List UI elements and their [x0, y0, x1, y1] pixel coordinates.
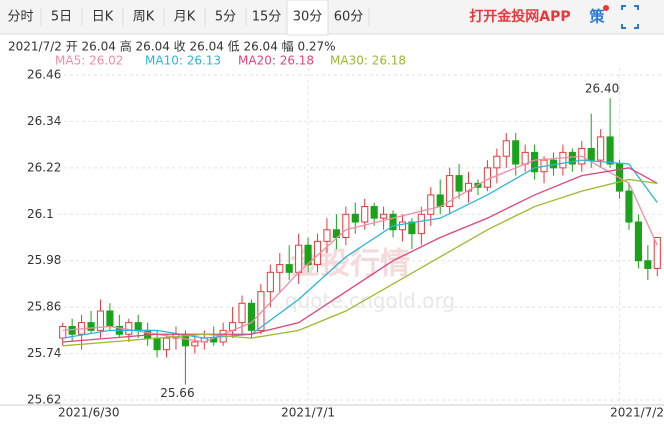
tab[interactable]: 日K [92, 10, 114, 25]
candle-body [464, 182, 473, 192]
tab-bar [0, 0, 664, 34]
tab[interactable]: 5日 [51, 10, 72, 25]
candle-body [559, 151, 567, 169]
annotation: 25.66 [160, 386, 194, 400]
badge-dot [603, 5, 609, 11]
candle-body [493, 155, 501, 169]
candle-body [59, 325, 67, 339]
y-tick-label: 25.62 [27, 393, 61, 407]
tab[interactable]: 月K [174, 10, 196, 25]
candle-body [483, 167, 491, 188]
strategy-icon[interactable]: 策 [588, 8, 605, 26]
tab[interactable]: 周K [133, 10, 155, 25]
candle-body [276, 264, 284, 273]
ma-line [62, 159, 658, 339]
legend-entry: MA5: 26.02 [55, 54, 123, 68]
annotation: 26.40 [585, 82, 619, 96]
candle-body [351, 213, 359, 223]
y-tick-label: 26.34 [27, 114, 61, 128]
candle-body [285, 264, 293, 273]
candle-body [238, 302, 246, 324]
active-tab [286, 0, 329, 36]
candle-body [587, 148, 595, 161]
candle-body [389, 213, 397, 231]
watermark-url: quote.cngold.org [285, 289, 455, 313]
tab[interactable]: 30分 [293, 10, 323, 25]
legend-entry: MA20: 26.18 [238, 54, 314, 68]
candle-body [455, 175, 463, 192]
ma-line [62, 178, 658, 347]
candle-body [597, 136, 605, 161]
candle-body [323, 229, 331, 242]
candle-body [125, 322, 133, 335]
candle-body [342, 213, 350, 239]
tab[interactable]: 15分 [252, 10, 282, 25]
candle-body [247, 302, 256, 331]
candle-body [634, 221, 642, 262]
candle-body [408, 221, 416, 235]
x-tick-label: 2021/7/2 [610, 406, 664, 420]
candle-body [257, 291, 265, 331]
legend-entry: MA30: 26.18 [330, 54, 406, 68]
candle-body [380, 213, 388, 219]
y-tick-label: 26.46 [27, 68, 61, 82]
info-line: 2021/7/2 开 26.04 高 26.04 收 26.04 低 26.04… [8, 39, 336, 54]
candle-body [606, 136, 614, 165]
candle-body [417, 213, 425, 235]
candle-body [568, 151, 576, 165]
y-tick-label: 26.1 [27, 207, 54, 221]
y-tick-label: 26.22 [27, 160, 61, 174]
candle-body [106, 310, 114, 327]
tab[interactable]: 分时 [7, 10, 33, 25]
y-tick-label: 25.74 [27, 346, 61, 360]
tab[interactable]: 60分 [334, 10, 364, 25]
candle-body [644, 260, 652, 269]
candle-body [361, 206, 369, 223]
candle-body [87, 322, 95, 331]
y-tick-label: 25.98 [27, 253, 61, 267]
fullscreen-icon[interactable] [621, 5, 639, 29]
candle-body [427, 194, 435, 215]
candle-body [502, 140, 510, 157]
candle-body [512, 140, 520, 165]
candle-body [191, 341, 199, 347]
candle-body [625, 190, 633, 223]
x-tick-label: 2021/6/30 [58, 406, 120, 420]
candle-body [153, 337, 161, 351]
candle-body [295, 244, 303, 273]
ma-line [62, 155, 658, 343]
candle-body [398, 221, 407, 231]
app-link[interactable]: 打开金投网APP [469, 8, 570, 25]
candle-body [521, 151, 529, 165]
candle-body [96, 310, 105, 331]
y-tick-label: 25.86 [27, 300, 61, 314]
candle-body [653, 237, 661, 269]
tab[interactable]: 5分 [215, 10, 236, 25]
candle-body [134, 322, 142, 331]
x-tick-label: 2021/7/1 [281, 406, 335, 420]
ma-line [62, 167, 658, 343]
legend-entry: MA10: 26.13 [145, 54, 221, 68]
candle-body [370, 206, 378, 219]
candle-body [162, 337, 171, 351]
candle-body [446, 175, 454, 208]
candle-body [266, 271, 274, 293]
